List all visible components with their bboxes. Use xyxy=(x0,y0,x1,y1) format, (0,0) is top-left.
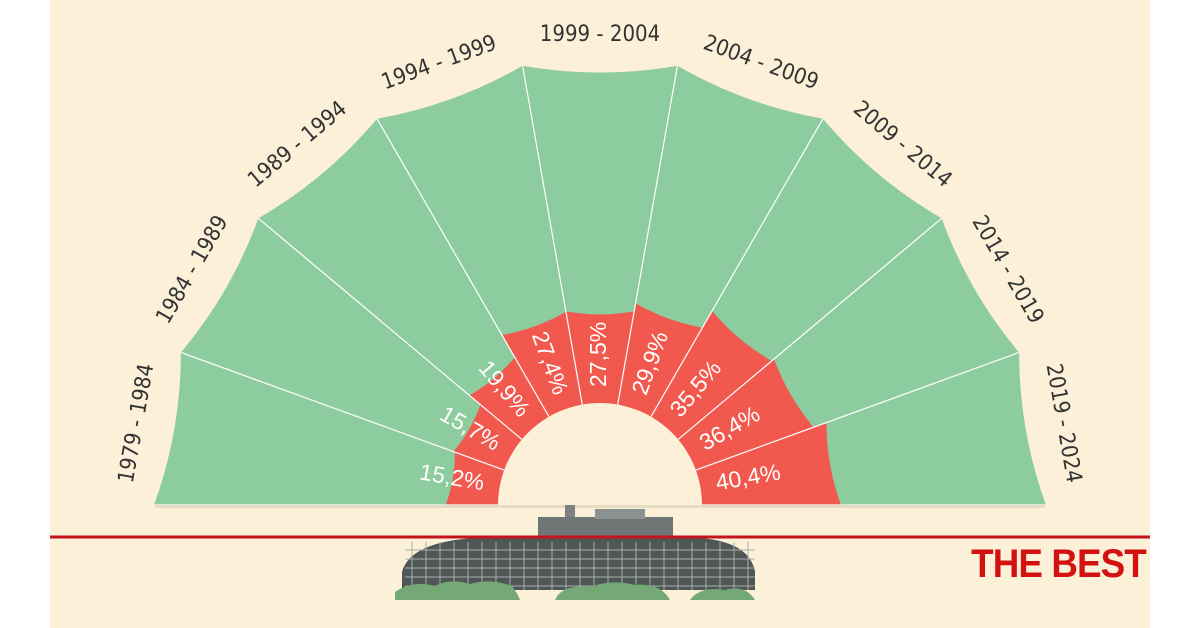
wedge-divider xyxy=(650,118,824,417)
wedge-divider xyxy=(521,65,583,405)
percent-label: 27,5% xyxy=(585,322,611,387)
wedge-divider xyxy=(180,351,505,471)
outer-wedge xyxy=(522,65,678,505)
infographic-canvas: 1979 - 1984 1984 - 1989 1989 - 1994 1994 - … xyxy=(50,0,1150,628)
wedge-divider xyxy=(376,118,550,417)
wedge-divider xyxy=(257,217,523,440)
period-label: 1999 - 2004 xyxy=(540,22,660,47)
wedge-divider xyxy=(617,65,679,405)
brand-logo-text: THE BEST xyxy=(971,542,1147,586)
stadium-facade-grid xyxy=(405,542,755,590)
period-label: 1994 - 1999 xyxy=(378,31,500,96)
period-label: 2004 - 2009 xyxy=(700,31,822,96)
stadium-illustration xyxy=(155,505,1045,600)
wedge-divider xyxy=(695,351,1020,471)
wedge-divider xyxy=(677,217,943,440)
period-label: 2019 - 2024 xyxy=(1041,362,1087,485)
period-label: 1979 - 1984 xyxy=(114,362,160,485)
